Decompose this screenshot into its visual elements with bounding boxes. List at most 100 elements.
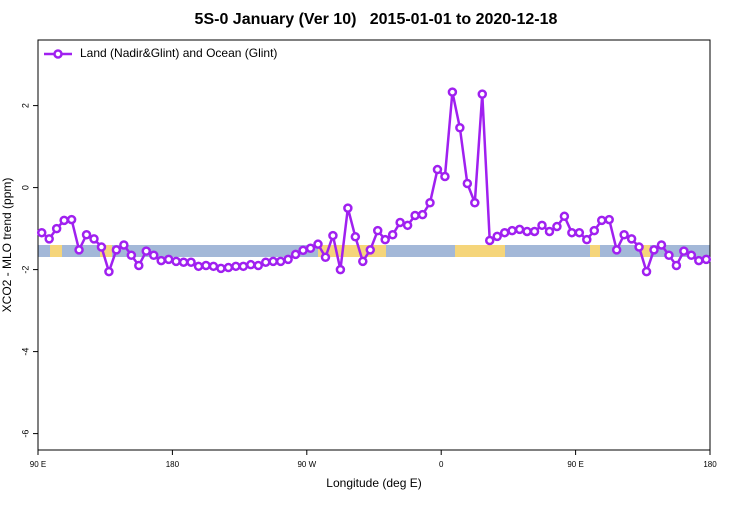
data-point [156, 255, 166, 266]
data-point [335, 264, 346, 275]
y-tick-label: 0 [20, 185, 30, 190]
data-point [559, 211, 570, 222]
data-point [283, 254, 293, 265]
data-point [36, 227, 47, 238]
data-point [380, 234, 390, 245]
data-point [44, 234, 54, 244]
data-point [395, 217, 405, 228]
data-point [163, 254, 174, 265]
y-axis-label: XCO2 - MLO trend (ppm) [0, 178, 14, 313]
data-point [425, 198, 435, 208]
data-point [148, 250, 159, 260]
x-tick-label: 180 [703, 460, 717, 469]
data-point [104, 266, 114, 277]
data-point [544, 226, 555, 237]
data-point [499, 227, 510, 238]
data-point [365, 245, 376, 255]
data-point [268, 256, 278, 267]
data-point [350, 232, 361, 242]
data-point [96, 242, 107, 252]
data-point [701, 254, 712, 265]
x-axis-label: Longitude (deg E) [326, 476, 421, 490]
data-point [604, 214, 614, 225]
data-point [514, 224, 525, 235]
data-point [216, 263, 226, 274]
data-point [432, 164, 443, 175]
data-point [462, 178, 473, 189]
data-point [51, 223, 62, 234]
y-tick-label: -4 [20, 348, 30, 356]
data-point [589, 225, 600, 236]
plot-frame [37, 39, 711, 451]
data-point [387, 230, 398, 240]
data-point [298, 245, 308, 256]
x-tick-label: 0 [439, 460, 444, 469]
y-tick-label: -2 [20, 266, 30, 274]
y-tick-label: -6 [20, 430, 30, 438]
data-point [141, 246, 152, 256]
data-point [417, 209, 428, 220]
data-point [290, 249, 301, 260]
x-tick-label: 90 E [30, 460, 46, 469]
legend-label: Land (Nadir&Glint) and Ocean (Glint) [80, 46, 277, 60]
data-point [686, 250, 697, 260]
data-point [470, 198, 480, 208]
data-point [455, 122, 465, 133]
data-point [641, 266, 652, 277]
data-point [171, 256, 181, 267]
data-point [193, 261, 204, 272]
chart-title: 5S-0 January (Ver 10) 2015-01-01 to 2020… [195, 11, 558, 28]
data-point [522, 226, 532, 237]
data-point [81, 230, 92, 240]
data-point [552, 221, 562, 232]
data-point [178, 257, 189, 267]
data-point [619, 230, 629, 240]
data-point [484, 235, 495, 246]
data-point [447, 87, 458, 97]
data-point [119, 240, 129, 250]
data-point [582, 234, 592, 245]
data-point [574, 227, 585, 238]
data-point [111, 245, 122, 255]
data-point [611, 245, 622, 255]
data-point [305, 243, 316, 254]
data-point [440, 171, 450, 182]
data-point [596, 215, 607, 226]
data-point [328, 230, 338, 241]
data-point [656, 240, 667, 250]
data-point [567, 227, 577, 238]
x-tick-label: 180 [166, 460, 180, 469]
data-point [694, 255, 704, 266]
data-point [89, 234, 99, 244]
data-point [402, 220, 413, 231]
data-point [679, 246, 689, 256]
data-point [626, 234, 637, 244]
x-tick-label: 90 W [297, 460, 316, 469]
data-point [260, 257, 271, 267]
data-point [223, 262, 234, 273]
data-point [59, 215, 69, 226]
data-point [410, 210, 420, 221]
data-point [74, 245, 84, 255]
data-point [126, 250, 137, 260]
data-point [134, 260, 144, 271]
data-point [238, 261, 249, 272]
data-point [671, 260, 682, 271]
data-point [253, 260, 264, 271]
data-point [231, 261, 241, 272]
series-line [40, 91, 707, 276]
data-point [186, 257, 196, 267]
data-point [320, 252, 331, 263]
data-point [246, 259, 256, 270]
data-point [275, 256, 286, 267]
data-point [507, 225, 517, 236]
data-point [477, 89, 488, 99]
data-point [66, 214, 77, 225]
legend-marker [53, 49, 63, 59]
x-tick-label: 90 E [567, 460, 583, 469]
data-point [358, 256, 368, 267]
data-point [664, 250, 674, 260]
data-point [634, 242, 644, 252]
data-point [343, 203, 353, 213]
